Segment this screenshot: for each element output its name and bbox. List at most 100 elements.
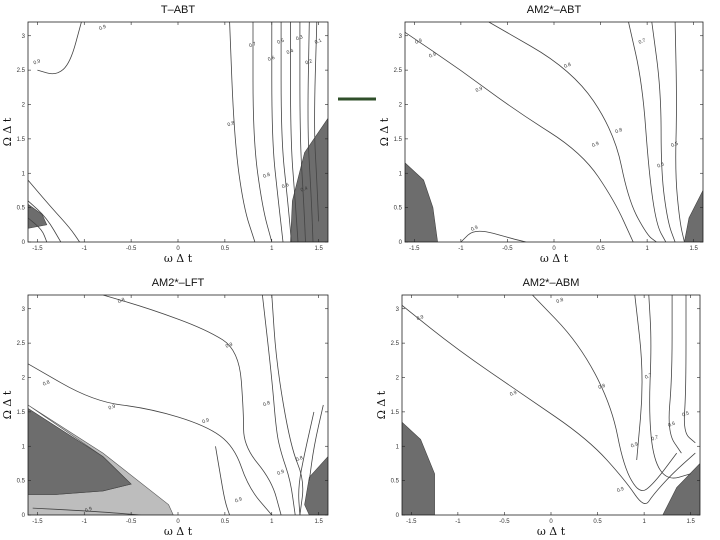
x-tick-label: 0.5 (221, 246, 230, 252)
contour-label: 0.8 (262, 172, 271, 180)
x-tick-label: -1 (455, 519, 461, 525)
region-dark (684, 190, 703, 242)
y-tick-label: 2.5 (17, 341, 26, 347)
y-tick-label: 2 (22, 103, 26, 109)
contour-label: 0.7 (638, 38, 647, 46)
x-axis-label: ω Δ t (537, 525, 566, 538)
plot-background (28, 22, 328, 242)
contour-label: 0.5 (681, 410, 690, 418)
x-tick-label: -1 (82, 246, 88, 252)
x-tick-label: 1 (270, 519, 274, 525)
x-tick-label: -1.5 (32, 246, 43, 252)
contour-label: 0.9 (201, 417, 210, 425)
chart-title: T–ABT (161, 4, 196, 16)
y-axis-label: Ω Δ t (1, 117, 14, 146)
x-tick-label: 1.5 (314, 246, 323, 252)
region-dark (402, 421, 435, 515)
region-dark (405, 162, 438, 242)
x-tick-label: 0.5 (221, 519, 230, 525)
contour-label: 0.4 (300, 185, 309, 193)
x-tick-label: 0 (552, 246, 556, 252)
y-tick-label: 1 (396, 444, 400, 450)
contour-label: 0.9 (33, 58, 42, 66)
panel-2: 0.9 0.9 0.8 0.9 0.7 0.6 0.8 0.9 0.5 0.9 -1.5 -1 -0.5… (378, 4, 704, 265)
contour-label: 0.9 (84, 506, 93, 514)
contour-line (299, 22, 306, 242)
panel-3: 0.8 0.8 0.9 0.9 0.9 0.9 0.8 0.9 0.8 0.9 -1.5 -1 -0.5… (1, 277, 329, 538)
contour-label: 0.7 (248, 41, 257, 49)
contour-label: 0.8 (563, 62, 572, 70)
contour-label: 0.8 (615, 127, 624, 135)
y-axis-label: Ω Δ t (378, 117, 391, 146)
contour-label: 0.5 (276, 38, 285, 46)
chart-title: AM2*–ABT (527, 4, 582, 16)
y-tick-label: 2 (396, 376, 400, 382)
x-tick-label: -0.5 (502, 246, 513, 252)
region-dark (28, 408, 132, 495)
y-tick-label: 1 (22, 444, 26, 450)
contour-label: 0.8 (556, 297, 565, 305)
contour-line (102, 295, 282, 515)
x-axis-label: ω Δ t (164, 252, 193, 265)
contour-label: 0.9 (475, 86, 484, 94)
contour-line (37, 22, 82, 75)
y-tick-label: 2 (22, 376, 26, 382)
chart-title: AM2*–LFT (152, 277, 205, 289)
contour-label: 0.8 (295, 455, 304, 463)
y-tick-label: 1.5 (17, 137, 26, 143)
contour-label: 0.8 (42, 379, 51, 387)
y-tick-label: 3 (396, 307, 400, 313)
contour-label: 0.9 (509, 390, 518, 398)
contour-label: 0.1 (314, 38, 323, 46)
contour-line (402, 304, 696, 504)
x-tick-label: 0.5 (593, 519, 602, 525)
contour-line (307, 22, 314, 242)
contour-line (405, 31, 634, 242)
contour-line (229, 22, 256, 242)
contour-label: 0.3 (295, 34, 304, 42)
y-tick-label: 1.5 (391, 410, 400, 416)
contour-label: 0.9 (225, 342, 234, 350)
contour-line (290, 22, 299, 242)
contour-label: 0.9 (108, 403, 117, 411)
x-axis-label: ω Δ t (540, 252, 569, 265)
y-tick-label: 2.5 (394, 68, 403, 74)
contour-label: 0.6 (281, 182, 290, 190)
contour-label: 0.6 (656, 161, 665, 169)
y-tick-label: 0.5 (394, 206, 403, 212)
x-tick-label: 1 (270, 246, 274, 252)
contour-label: 0.7 (651, 434, 660, 442)
x-tick-label: 1.5 (690, 246, 699, 252)
contour-line (252, 22, 273, 242)
x-tick-label: -1.5 (32, 519, 43, 525)
region-dark (304, 456, 328, 515)
x-tick-label: -1 (82, 519, 88, 525)
y-tick-label: 2 (399, 103, 403, 109)
contour-line (215, 446, 230, 515)
contour-line (532, 295, 678, 492)
contour-label: 0.8 (227, 120, 236, 128)
plot-background (402, 295, 700, 515)
panel-4: 0.9 0.9 0.8 0.8 0.9 0.7 0.7 0.6 0.5 0.9 -1.5 -1 -0.5… (375, 277, 701, 538)
x-tick-label: 1 (645, 246, 649, 252)
region-dark (662, 462, 700, 515)
contour-line (271, 22, 284, 242)
y-tick-label: 3 (399, 34, 403, 40)
plot-area: 0.8 0.8 0.9 0.9 0.9 0.9 0.8 0.9 0.8 0.9 (28, 295, 328, 515)
y-tick-label: 0 (399, 240, 403, 246)
contour-line (280, 22, 292, 242)
y-tick-label: 0.5 (391, 479, 400, 485)
contour-label: 0.8 (598, 383, 607, 391)
contour-label: 0.4 (286, 48, 295, 56)
contour-line (668, 295, 682, 454)
contour-label: 0.5 (670, 141, 679, 149)
contour-line (28, 363, 273, 515)
x-tick-label: 0 (176, 246, 180, 252)
contour-label: 0.8 (117, 297, 126, 305)
contour-line (28, 179, 80, 242)
contour-line (648, 295, 691, 479)
contour-label: 0.9 (276, 469, 285, 477)
contour-line (28, 217, 48, 242)
contour-line (28, 200, 62, 242)
